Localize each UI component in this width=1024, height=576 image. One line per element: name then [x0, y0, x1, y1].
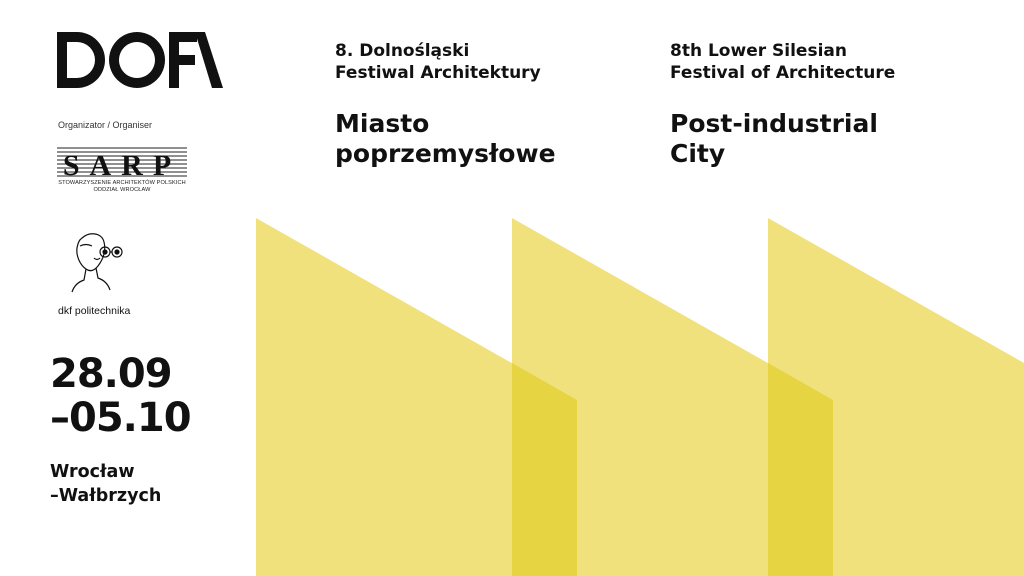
sarp-subtitle-line2: ODDZIAŁ WROCŁAW	[93, 187, 151, 193]
svg-text:SARP: SARP	[63, 149, 181, 180]
city-2: –Wałbrzych	[50, 486, 162, 506]
event-dates: 28.09 –05.10	[50, 351, 192, 441]
yellow-band-1	[256, 218, 577, 576]
polish-title-line2: poprzemysłowe	[335, 139, 556, 168]
sarp-logo: SARP	[57, 146, 187, 184]
dkf-label: dkf politechnika	[58, 305, 131, 317]
yellow-overlap-2	[768, 363, 833, 576]
english-title-line2: City	[670, 139, 726, 168]
dofa-logo	[55, 30, 225, 96]
english-subtitle-line2: Festival of Architecture	[670, 63, 896, 83]
yellow-overlap-1	[512, 363, 577, 576]
polish-subtitle-line2: Festiwal Architektury	[335, 63, 541, 83]
dofa-logo-mark	[57, 32, 223, 88]
english-column: 8th Lower Silesian Festival of Architect…	[670, 40, 895, 169]
date-end: –05.10	[50, 395, 192, 441]
english-title-line1: Post-industrial	[670, 109, 878, 138]
english-subtitle-line1: 8th Lower Silesian	[670, 41, 847, 61]
dkf-logo	[68, 232, 128, 306]
city-1: Wrocław	[50, 462, 135, 482]
yellow-band-2	[512, 218, 833, 576]
polish-column: 8. Dolnośląski Festiwal Architektury Mia…	[335, 40, 556, 169]
sarp-logo-mark: SARP	[57, 147, 187, 182]
dkf-figure-icon	[71, 233, 123, 293]
event-cities: Wrocław –Wałbrzych	[50, 460, 161, 508]
polish-title-line1: Miasto	[335, 109, 430, 138]
organizer-label: Organizator / Organiser	[58, 120, 153, 130]
sarp-subtitle-line1: STOWARZYSZENIE ARCHITEKTÓW POLSKICH	[58, 180, 186, 186]
date-start: 28.09	[50, 351, 173, 397]
polish-subtitle-line1: 8. Dolnośląski	[335, 41, 470, 61]
sarp-subtitle: STOWARZYSZENIE ARCHITEKTÓW POLSKICH ODDZ…	[57, 180, 187, 194]
